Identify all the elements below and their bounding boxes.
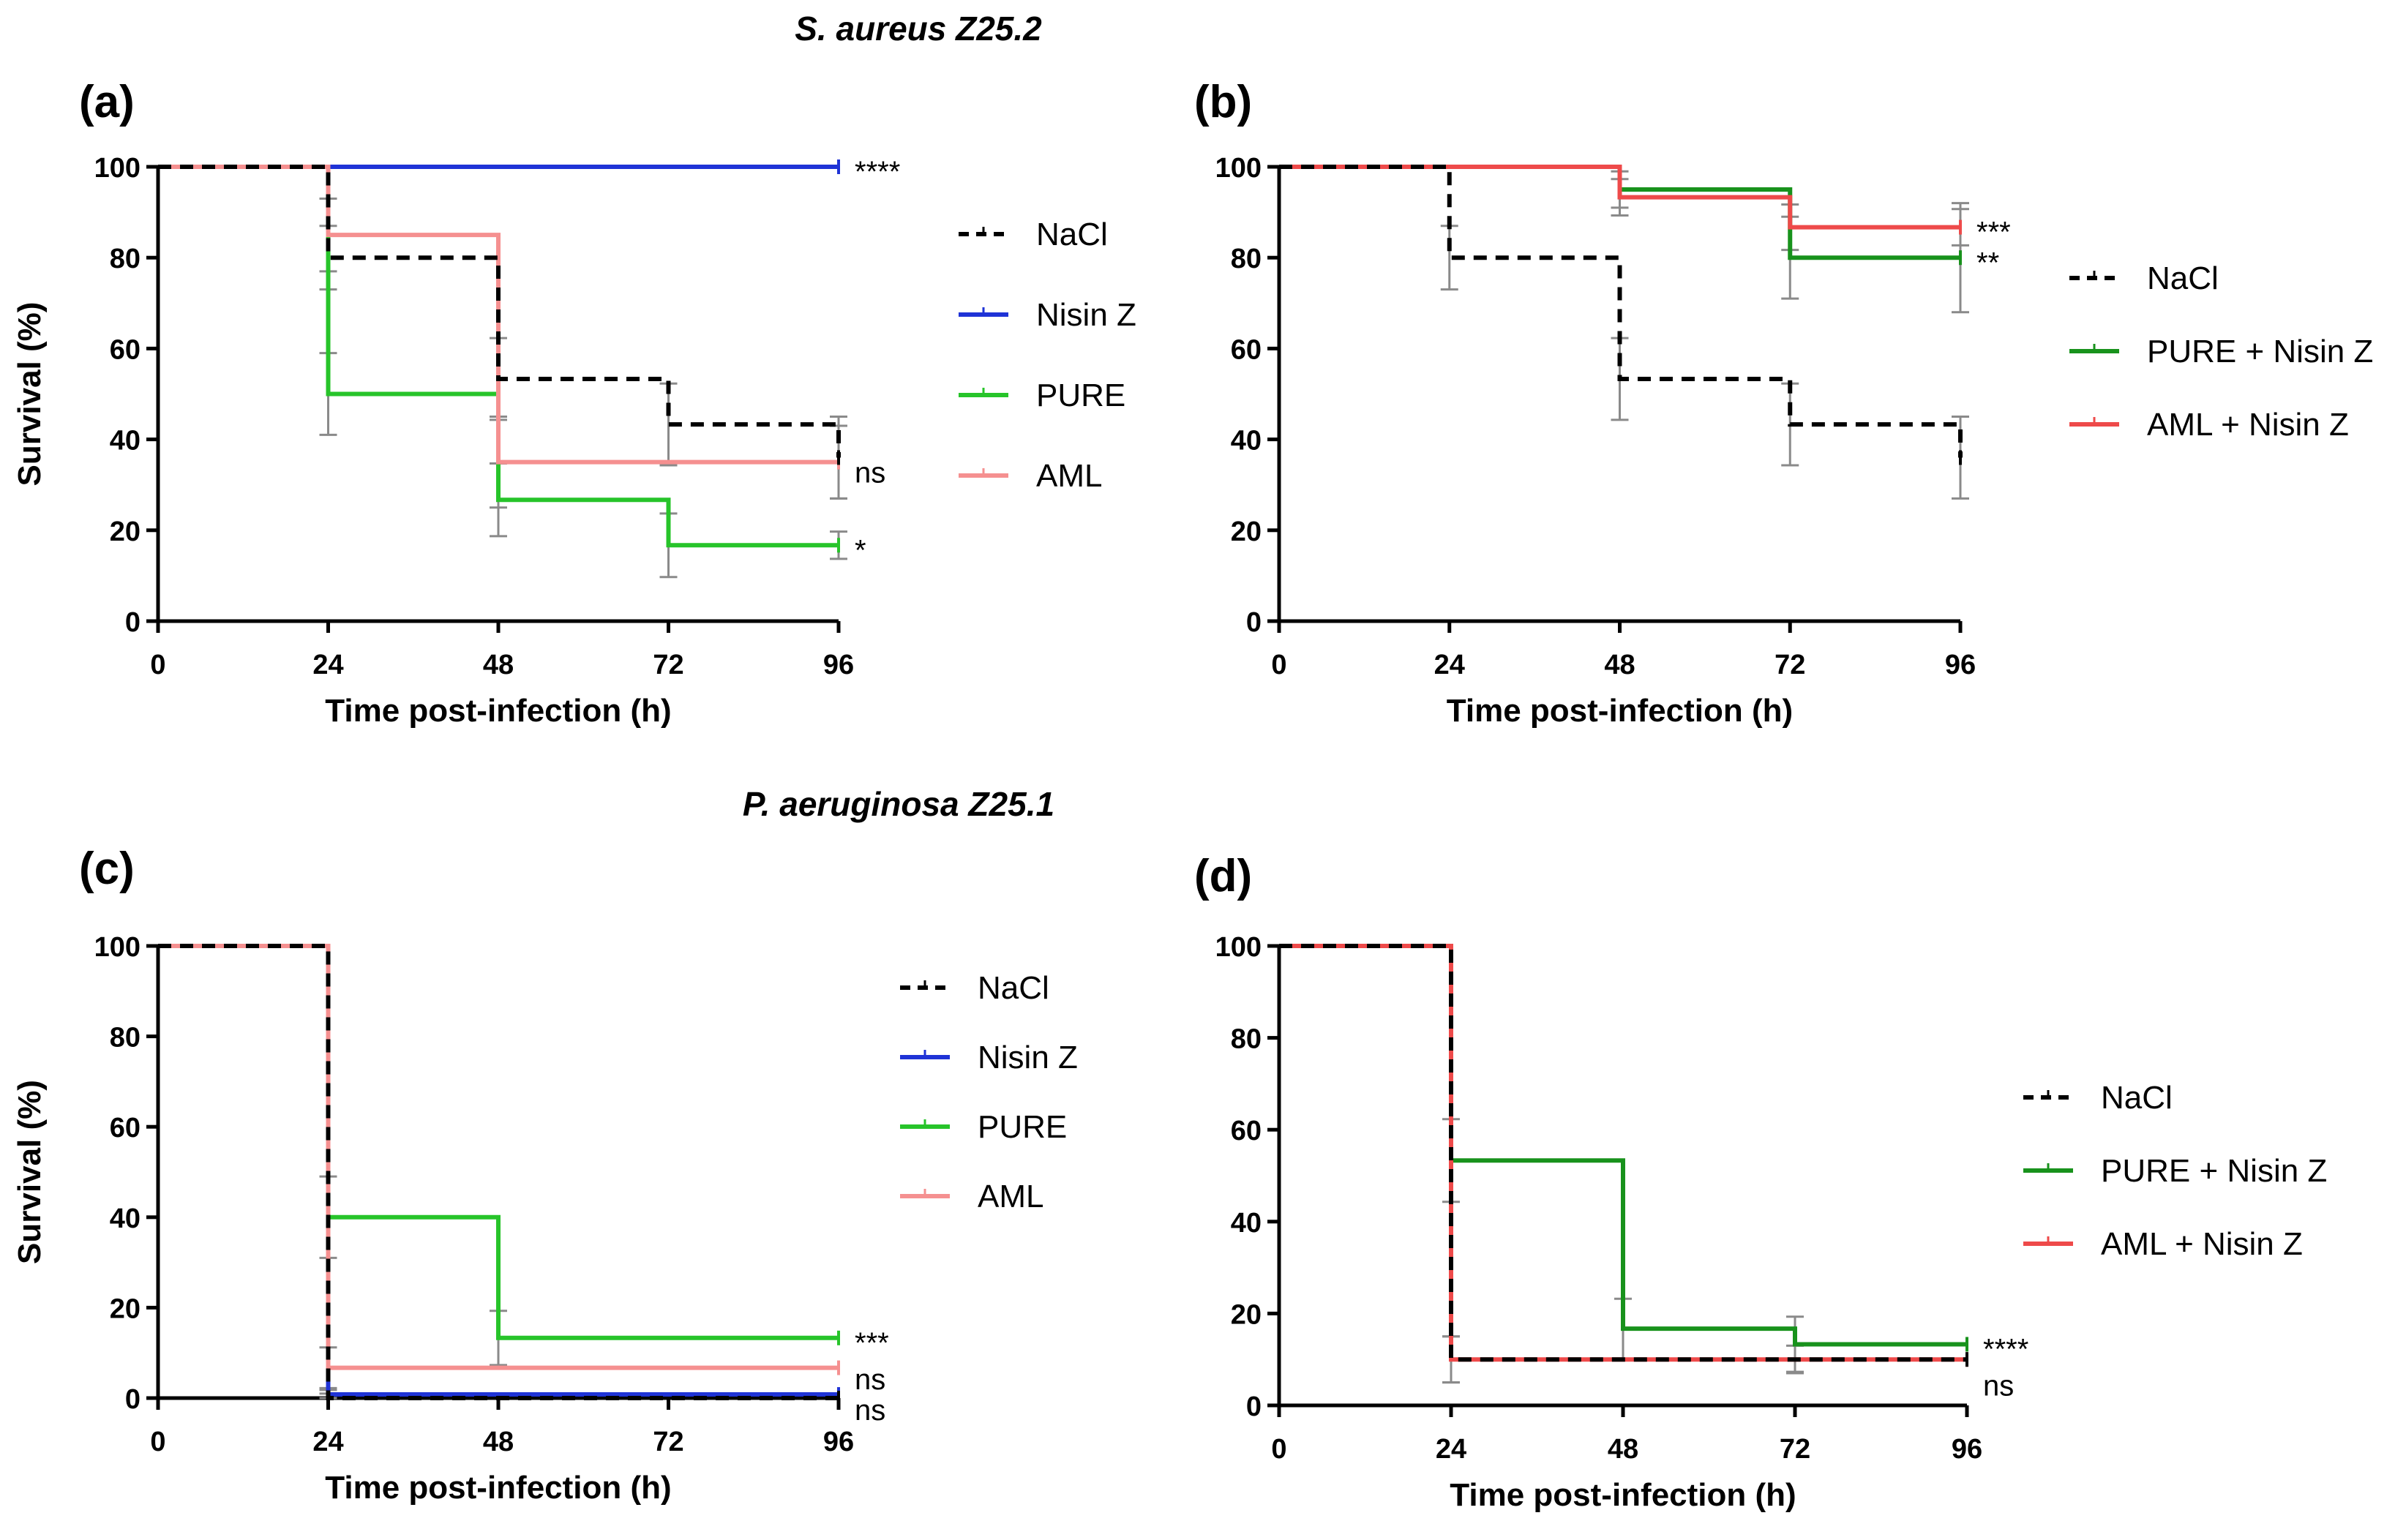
y-tick-label: 60 [110, 1113, 140, 1143]
x-tick-label: 48 [1608, 1434, 1638, 1465]
significance-label: *** [855, 1327, 889, 1359]
panel-b: (b) 0 20 40 60 80 100 0 24 48 72 96 Time post-infect… [1194, 77, 2373, 729]
series-line-nacl [158, 165, 841, 458]
x-axis-title: Time post-infection (h) [1447, 693, 1793, 729]
series-line-nacl [1279, 944, 1967, 1362]
x-tick-label: 48 [1604, 650, 1635, 680]
x-tick-label: 0 [1271, 650, 1286, 680]
panel-label: (b) [1194, 77, 1252, 127]
legend-label-aml-nisin-z: AML + Nisin Z [2147, 407, 2349, 443]
x-tick-label: 0 [1271, 1434, 1286, 1465]
x-axis-title: Time post-infection (h) [325, 693, 671, 729]
x-axis-title: Time post-infection (h) [325, 1470, 671, 1506]
legend-label-nisin-z: Nisin Z [978, 1040, 1078, 1075]
x-tick-label: 96 [823, 1427, 854, 1457]
x-tick-label: 72 [653, 650, 683, 680]
series-line-aml-nisin-z [1279, 165, 1960, 230]
x-tick-label: 24 [1436, 1434, 1466, 1465]
y-tick-label: 60 [1231, 1116, 1262, 1146]
panels-group: (a) 0 20 40 60 80 100 0 24 48 72 96 Time post-infect… [12, 77, 2373, 1513]
legend-label-aml: AML [1036, 458, 1102, 494]
significance-label: ** [1976, 247, 1999, 279]
legend-label-nacl: NaCl [2101, 1080, 2173, 1116]
series-line-aml [158, 165, 839, 465]
y-tick-label: 80 [1231, 244, 1262, 274]
y-tick-label: 100 [1215, 153, 1262, 184]
x-tick-label: 24 [312, 650, 343, 680]
x-tick-label: 0 [150, 650, 165, 680]
x-tick-label: 0 [150, 1427, 165, 1457]
significance-label: **** [1983, 1333, 2028, 1365]
legend-label-aml-nisin-z: AML + Nisin Z [2101, 1226, 2303, 1262]
panel-label: (c) [79, 844, 135, 894]
y-tick-label: 40 [110, 1203, 140, 1234]
legend-label-nisin-z: Nisin Z [1036, 297, 1136, 333]
legend-label-pure-nisin-z: PURE + Nisin Z [2147, 334, 2373, 369]
x-tick-label: 96 [1952, 1434, 1982, 1465]
significance-label: ns [1983, 1370, 2014, 1402]
y-tick-label: 60 [110, 334, 140, 365]
series-line-pure-nisin-z [1279, 944, 1967, 1347]
x-tick-label: 96 [823, 650, 854, 680]
y-tick-label: 100 [94, 153, 140, 184]
y-tick-label: 20 [110, 517, 140, 547]
significance-label: * [855, 534, 866, 566]
x-tick-label: 96 [1945, 650, 1976, 680]
panel-c: (c) 0 20 40 60 80 100 0 24 48 72 96 Time post-infect… [12, 844, 1078, 1506]
header-s-aureus: S. aureus Z25.2 [795, 10, 1042, 48]
significance-label: ns [855, 457, 885, 489]
panel-label: (d) [1194, 851, 1252, 901]
header-p-aeruginosa: P. aeruginosa Z25.1 [743, 785, 1054, 823]
x-tick-label: 48 [483, 650, 514, 680]
panel-label: (a) [79, 77, 135, 127]
legend-label-nacl: NaCl [978, 970, 1049, 1006]
legend-label-pure: PURE [978, 1109, 1067, 1145]
y-axis-title: Survival (%) [12, 1080, 48, 1264]
x-tick-label: 48 [483, 1427, 514, 1457]
legend-label-aml: AML [978, 1179, 1043, 1214]
y-tick-label: 80 [1231, 1024, 1262, 1055]
legend-label-nacl: NaCl [2147, 260, 2219, 296]
legend-label-pure-nisin-z: PURE + Nisin Z [2101, 1153, 2327, 1189]
legend-label-nacl: NaCl [1036, 217, 1108, 252]
significance-label: *** [1976, 217, 2011, 249]
y-axis-title: Survival (%) [12, 302, 48, 487]
legend-label-pure: PURE [1036, 378, 1125, 413]
y-tick-label: 40 [1231, 426, 1262, 457]
significance-label: ns [855, 1364, 885, 1396]
y-tick-label: 0 [1246, 607, 1262, 638]
y-tick-label: 80 [110, 1023, 140, 1053]
y-tick-label: 60 [1231, 334, 1262, 365]
y-tick-label: 0 [125, 607, 140, 638]
x-tick-label: 72 [653, 1427, 683, 1457]
y-tick-label: 100 [94, 932, 140, 963]
significance-label: **** [855, 156, 900, 188]
y-tick-label: 20 [110, 1293, 140, 1324]
y-tick-label: 40 [110, 426, 140, 457]
x-tick-label: 24 [1434, 650, 1465, 680]
y-tick-label: 40 [1231, 1208, 1262, 1239]
y-tick-label: 100 [1215, 932, 1262, 963]
x-tick-label: 72 [1774, 650, 1805, 680]
series-line-pure [158, 944, 839, 1340]
series-line-nacl [158, 944, 839, 1400]
y-tick-label: 0 [125, 1384, 140, 1415]
x-axis-title: Time post-infection (h) [1450, 1477, 1796, 1513]
y-tick-label: 20 [1231, 1299, 1262, 1330]
y-tick-label: 20 [1231, 517, 1262, 547]
series-line-nacl [1279, 165, 1963, 458]
y-tick-label: 80 [110, 244, 140, 274]
x-tick-label: 24 [312, 1427, 343, 1457]
panel-a: (a) 0 20 40 60 80 100 0 24 48 72 96 Time post-infect… [12, 77, 1136, 729]
x-tick-label: 72 [1780, 1434, 1810, 1465]
panel-d: (d) 0 20 40 60 80 100 0 24 48 72 96 Time post-infect… [1194, 851, 2327, 1513]
y-tick-label: 0 [1246, 1391, 1262, 1422]
significance-label: ns [855, 1394, 885, 1427]
